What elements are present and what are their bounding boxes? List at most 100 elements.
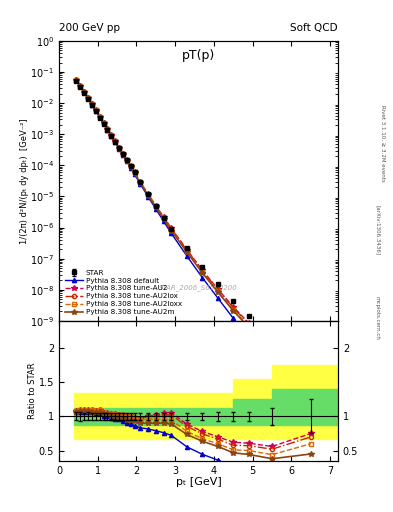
- Pythia 8.308 default: [121, 152, 125, 158]
- Pythia 8.308 tune-AU2loxx: [117, 144, 121, 151]
- Pythia 8.308 tune-AU2: [105, 126, 110, 132]
- Pythia 8.308 tune-AU2lox: [121, 151, 125, 157]
- Pythia 8.308 tune-AU2: [270, 345, 274, 351]
- Line: Pythia 8.308 default: Pythia 8.308 default: [74, 78, 313, 408]
- Pythia 8.308 default: [138, 181, 143, 187]
- Pythia 8.308 tune-AU2: [184, 247, 189, 253]
- Text: 200 GeV pp: 200 GeV pp: [59, 23, 120, 33]
- Pythia 8.308 tune-AU2loxx: [146, 191, 151, 198]
- Pythia 8.308 default: [113, 139, 118, 145]
- Pythia 8.308 tune-AU2m: [270, 350, 274, 356]
- Pythia 8.308 tune-AU2: [246, 320, 251, 326]
- Pythia 8.308 tune-AU2m: [101, 120, 106, 126]
- Pythia 8.308 tune-AU2lox: [270, 345, 274, 351]
- Text: mcplots.cern.ch: mcplots.cern.ch: [375, 295, 380, 339]
- Pythia 8.308 tune-AU2lox: [117, 144, 121, 151]
- Pythia 8.308 tune-AU2m: [169, 227, 174, 233]
- Pythia 8.308 tune-AU2lox: [74, 77, 79, 83]
- Line: Pythia 8.308 tune-AU2lox: Pythia 8.308 tune-AU2lox: [74, 78, 313, 380]
- Line: Pythia 8.308 tune-AU2m: Pythia 8.308 tune-AU2m: [73, 77, 314, 387]
- Pythia 8.308 tune-AU2loxx: [309, 377, 313, 383]
- Pythia 8.308 tune-AU2loxx: [161, 215, 166, 221]
- Pythia 8.308 tune-AU2lox: [97, 114, 102, 120]
- Pythia 8.308 tune-AU2lox: [113, 138, 118, 144]
- Pythia 8.308 tune-AU2lox: [82, 89, 86, 95]
- Pythia 8.308 default: [78, 83, 83, 89]
- Pythia 8.308 tune-AU2: [146, 191, 151, 197]
- Pythia 8.308 default: [132, 171, 137, 177]
- Pythia 8.308 default: [231, 315, 236, 322]
- Pythia 8.308 default: [128, 165, 133, 171]
- Pythia 8.308 tune-AU2m: [109, 133, 114, 139]
- Pythia 8.308 tune-AU2m: [309, 381, 313, 388]
- Pythia 8.308 default: [169, 230, 174, 237]
- Text: Rivet 3.1.10, ≥ 3.2M events: Rivet 3.1.10, ≥ 3.2M events: [381, 105, 386, 182]
- Pythia 8.308 tune-AU2loxx: [121, 151, 125, 157]
- Pythia 8.308 default: [125, 158, 129, 164]
- Line: Pythia 8.308 tune-AU2: Pythia 8.308 tune-AU2: [73, 77, 314, 380]
- Pythia 8.308 tune-AU2m: [105, 126, 110, 133]
- Pythia 8.308 default: [82, 89, 86, 95]
- Pythia 8.308 tune-AU2loxx: [97, 114, 102, 120]
- Pythia 8.308 tune-AU2loxx: [184, 248, 189, 254]
- Pythia 8.308 tune-AU2m: [82, 89, 86, 95]
- Pythia 8.308 default: [94, 108, 98, 114]
- Line: Pythia 8.308 tune-AU2loxx: Pythia 8.308 tune-AU2loxx: [74, 78, 313, 382]
- Pythia 8.308 tune-AU2lox: [246, 321, 251, 327]
- Pythia 8.308 tune-AU2lox: [309, 375, 313, 381]
- Pythia 8.308 tune-AU2m: [231, 308, 236, 314]
- Pythia 8.308 tune-AU2lox: [125, 157, 129, 163]
- Pythia 8.308 tune-AU2m: [132, 170, 137, 176]
- Pythia 8.308 tune-AU2lox: [94, 108, 98, 114]
- Pythia 8.308 default: [109, 133, 114, 139]
- Pythia 8.308 tune-AU2m: [200, 270, 205, 276]
- Pythia 8.308 tune-AU2: [101, 120, 106, 126]
- Pythia 8.308 tune-AU2loxx: [90, 101, 94, 107]
- Pythia 8.308 default: [246, 334, 251, 340]
- Pythia 8.308 default: [309, 403, 313, 409]
- Pythia 8.308 tune-AU2: [125, 157, 129, 163]
- Pythia 8.308 tune-AU2loxx: [78, 83, 83, 89]
- Pythia 8.308 tune-AU2lox: [90, 101, 94, 107]
- Pythia 8.308 tune-AU2m: [113, 139, 118, 145]
- Y-axis label: Ratio to STAR: Ratio to STAR: [28, 362, 37, 419]
- Pythia 8.308 tune-AU2lox: [138, 179, 143, 185]
- Pythia 8.308 tune-AU2: [113, 138, 118, 144]
- X-axis label: pₜ [GeV]: pₜ [GeV]: [176, 477, 221, 487]
- Pythia 8.308 tune-AU2lox: [105, 126, 110, 132]
- Pythia 8.308 tune-AU2: [74, 77, 79, 83]
- Pythia 8.308 default: [117, 145, 121, 152]
- Pythia 8.308 tune-AU2loxx: [74, 77, 79, 83]
- Pythia 8.308 tune-AU2: [138, 179, 143, 185]
- Pythia 8.308 tune-AU2loxx: [169, 227, 174, 233]
- Pythia 8.308 default: [215, 295, 220, 301]
- Pythia 8.308 tune-AU2lox: [109, 132, 114, 138]
- Pythia 8.308 tune-AU2: [117, 144, 121, 151]
- Pythia 8.308 tune-AU2lox: [200, 268, 205, 274]
- Pythia 8.308 tune-AU2m: [146, 193, 151, 199]
- Pythia 8.308 tune-AU2: [161, 214, 166, 220]
- Pythia 8.308 default: [97, 114, 102, 120]
- Pythia 8.308 tune-AU2m: [121, 152, 125, 158]
- Pythia 8.308 tune-AU2: [121, 151, 125, 157]
- Pythia 8.308 tune-AU2loxx: [128, 163, 133, 169]
- Pythia 8.308 tune-AU2: [86, 95, 90, 101]
- Pythia 8.308 tune-AU2m: [154, 204, 158, 210]
- Pythia 8.308 tune-AU2m: [161, 216, 166, 222]
- Pythia 8.308 tune-AU2loxx: [86, 95, 90, 101]
- Pythia 8.308 default: [90, 101, 94, 108]
- Pythia 8.308 tune-AU2loxx: [105, 126, 110, 132]
- Pythia 8.308 tune-AU2m: [246, 324, 251, 330]
- Pythia 8.308 tune-AU2: [154, 202, 158, 208]
- Pythia 8.308 tune-AU2: [82, 89, 86, 95]
- Pythia 8.308 tune-AU2lox: [101, 120, 106, 126]
- Pythia 8.308 tune-AU2lox: [146, 191, 151, 197]
- Pythia 8.308 tune-AU2m: [138, 180, 143, 186]
- Pythia 8.308 default: [86, 95, 90, 101]
- Pythia 8.308 tune-AU2m: [74, 77, 79, 83]
- Pythia 8.308 default: [200, 274, 205, 281]
- Pythia 8.308 tune-AU2m: [215, 289, 220, 295]
- Pythia 8.308 tune-AU2loxx: [82, 89, 86, 95]
- Y-axis label: 1/(2π) d²N/(pₜ dy dpₜ)  [GeV⁻²]: 1/(2π) d²N/(pₜ dy dpₜ) [GeV⁻²]: [20, 118, 29, 244]
- Pythia 8.308 tune-AU2: [200, 267, 205, 273]
